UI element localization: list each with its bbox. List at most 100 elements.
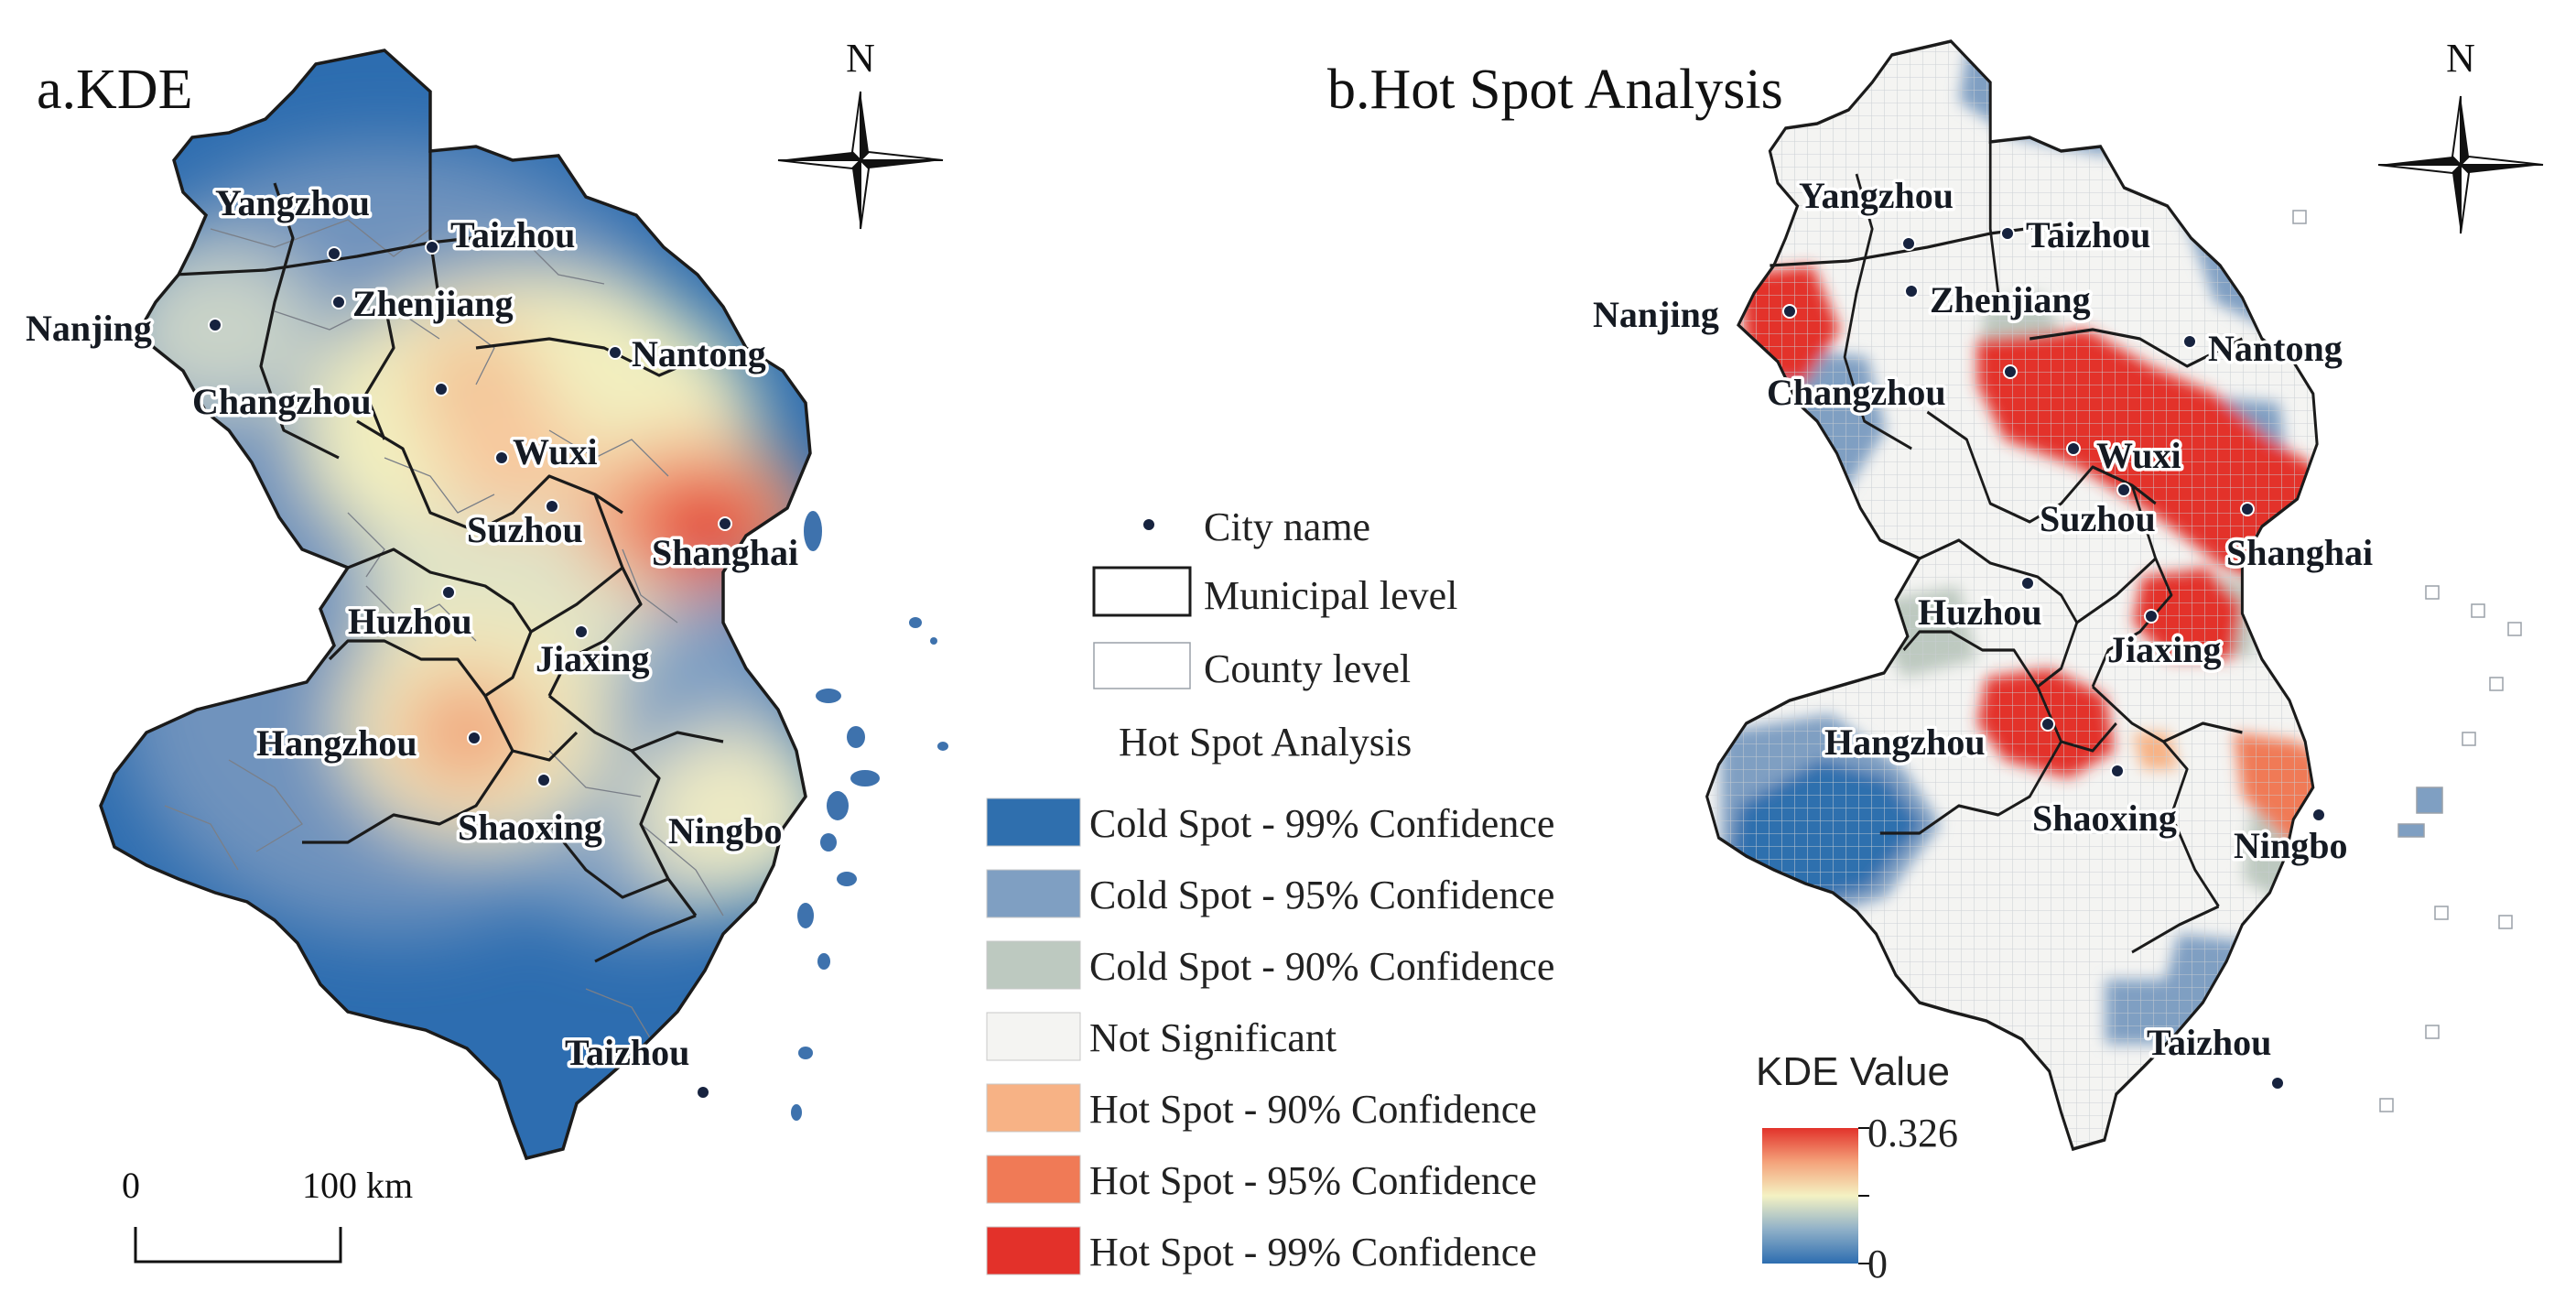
- hotspot-islands: [2292, 210, 2522, 1112]
- kde-legend-title: KDE Value: [1756, 1049, 1950, 1094]
- scale-start: 0: [122, 1165, 140, 1206]
- legend-city-dot-icon: [1142, 517, 1156, 532]
- legend-hotspot-heading: Hot Spot Analysis: [1119, 720, 1412, 765]
- hotspot-city-labels: Yangzhou Taizhou Nanjing Zhenjiang Nantong Ch…: [1590, 172, 2376, 1090]
- kde-city-dot-icon: [718, 516, 732, 531]
- kde-city-label: Yangzhou: [215, 182, 370, 223]
- kde-legend: KDE Value 0.326 0: [1756, 1049, 1958, 1286]
- legend-city-name: City name: [1204, 504, 1370, 549]
- legend-class-swatch: [986, 940, 1081, 990]
- hotspot-city-label: Zhenjiang: [1930, 279, 2091, 320]
- hotspot-city-label: Changzhou: [1767, 372, 1946, 413]
- scale-end: 100 km: [302, 1165, 413, 1206]
- kde-islands: [791, 511, 948, 1121]
- hotspot-city-dot-icon: [2144, 609, 2159, 624]
- scale-bar: 0 100 km: [122, 1165, 413, 1264]
- legend-municipal: Municipal level: [1204, 573, 1457, 618]
- kde-city-label: Nantong: [632, 333, 766, 374]
- hotspot-city-dot-icon: [1904, 284, 1919, 298]
- kde-city-dot-icon: [696, 1085, 710, 1100]
- hotspot-city-label: Wuxi: [2096, 435, 2181, 476]
- hotspot-city-dot-icon: [1782, 304, 1797, 319]
- legend-class-label: Hot Spot - 95% Confidence: [1089, 1158, 1537, 1203]
- legend-class-label: Hot Spot - 99% Confidence: [1089, 1230, 1537, 1275]
- kde-city-dot-icon: [494, 450, 509, 465]
- kde-city-dot-icon: [434, 382, 449, 396]
- kde-legend-min: 0: [1867, 1242, 1888, 1286]
- kde-city-label: Changzhou: [192, 381, 372, 422]
- kde-city-dot-icon: [425, 240, 439, 255]
- hotspot-city-dot-icon: [2020, 576, 2035, 591]
- hotspot-city-label: Taizhou: [2026, 214, 2150, 255]
- hotspot-city-dot-icon: [2116, 483, 2131, 497]
- legend-class-label: Not Significant: [1089, 1015, 1337, 1060]
- hotspot-city-label: Shanghai: [2226, 532, 2373, 573]
- kde-city-label: Hangzhou: [256, 722, 417, 764]
- hotspot-map: b.Hot Spot Analysis N Yangzhou Taizhou Nan…: [1327, 36, 2544, 1151]
- hotspot-city-dot-icon: [2000, 226, 2015, 241]
- kde-city-dot-icon: [536, 773, 551, 787]
- kde-city-label: Zhenjiang: [352, 283, 514, 324]
- north-arrow-a-icon: [777, 91, 944, 230]
- kde-city-dot-icon: [331, 295, 346, 309]
- kde-city-label: Wuxi: [513, 431, 598, 472]
- north-arrow-b-icon: [2377, 95, 2544, 234]
- legend-class-label: Cold Spot - 95% Confidence: [1089, 873, 1554, 917]
- kde-city-label: Jiaxing: [536, 638, 649, 679]
- hotspot-city-label: Huzhou: [1918, 591, 2042, 633]
- legend-class-swatch: [986, 797, 1081, 847]
- kde-city-label: Ningbo: [668, 810, 783, 852]
- kde-city-dot-icon: [545, 499, 559, 514]
- kde-city-label: Shaoxing: [458, 807, 602, 848]
- kde-municipal-lines: [173, 151, 724, 963]
- legend-class-label: Hot Spot - 90% Confidence: [1089, 1087, 1537, 1132]
- kde-city-labels: Yangzhou Taizhou Nanjing Zhenjiang Nantong Ch…: [23, 179, 802, 1100]
- hotspot-city-label: Yangzhou: [1799, 175, 1954, 216]
- panel-a-title: a.KDE: [37, 59, 192, 121]
- legend-classes: Cold Spot - 99% Confidence Cold Spot - 95…: [986, 797, 1554, 1275]
- legend: City name Municipal level County level H…: [986, 504, 1554, 1275]
- kde-city-label: Shanghai: [652, 532, 798, 573]
- hotspot-city-label: Ningbo: [2234, 825, 2348, 866]
- hotspot-city-label: Taizhou: [2147, 1022, 2271, 1063]
- legend-class-swatch: [986, 1083, 1081, 1133]
- hotspot-city-label: Nanjing: [1593, 294, 1719, 335]
- hotspot-city-dot-icon: [2311, 808, 2326, 822]
- hotspot-city-label: Nantong: [2208, 328, 2343, 369]
- legend-class-label: Cold Spot - 99% Confidence: [1089, 801, 1554, 846]
- north-label-b: N: [2446, 36, 2475, 81]
- kde-map: a.KDE N 0 100 km Yangzhou Taizhou Nanjing Z…: [23, 36, 948, 1264]
- kde-city-label: Nanjing: [26, 308, 152, 349]
- kde-city-label: Taizhou: [450, 214, 575, 255]
- legend-class-swatch: [986, 1226, 1081, 1275]
- legend-class-swatch: [986, 869, 1081, 918]
- hotspot-city-dot-icon: [2003, 364, 2018, 379]
- hotspot-city-label: Hangzhou: [1824, 721, 1986, 763]
- kde-city-dot-icon: [208, 318, 222, 332]
- hotspot-city-dot-icon: [2066, 441, 2081, 456]
- kde-city-dot-icon: [737, 821, 752, 836]
- hotspot-city-label: Suzhou: [2040, 498, 2156, 539]
- hotspot-city-dot-icon: [2110, 764, 2125, 778]
- kde-city-label: Huzhou: [348, 601, 472, 642]
- north-label-a: N: [846, 36, 875, 81]
- kde-city-dot-icon: [467, 731, 482, 745]
- kde-city-label: Taizhou: [565, 1032, 689, 1073]
- kde-city-dot-icon: [608, 345, 622, 360]
- hotspot-city-label: Jiaxing: [2107, 629, 2221, 670]
- hotspot-city-dot-icon: [2240, 502, 2255, 516]
- kde-city-dot-icon: [327, 246, 341, 261]
- kde-city-dot-icon: [574, 624, 589, 639]
- kde-city-label: Suzhou: [467, 509, 583, 550]
- hotspot-city-dot-icon: [2270, 1076, 2285, 1090]
- kde-color-ramp: [1762, 1128, 1858, 1264]
- kde-city-dot-icon: [441, 585, 456, 600]
- legend-class-swatch: [986, 1012, 1081, 1061]
- hotspot-city-dot-icon: [2040, 717, 2055, 732]
- hotspot-city-dot-icon: [1901, 236, 1916, 251]
- hotspot-city-label: Shaoxing: [2032, 797, 2177, 839]
- legend-county: County level: [1204, 646, 1411, 691]
- legend-county-swatch: [1093, 642, 1191, 689]
- kde-county-lines: [164, 219, 724, 1054]
